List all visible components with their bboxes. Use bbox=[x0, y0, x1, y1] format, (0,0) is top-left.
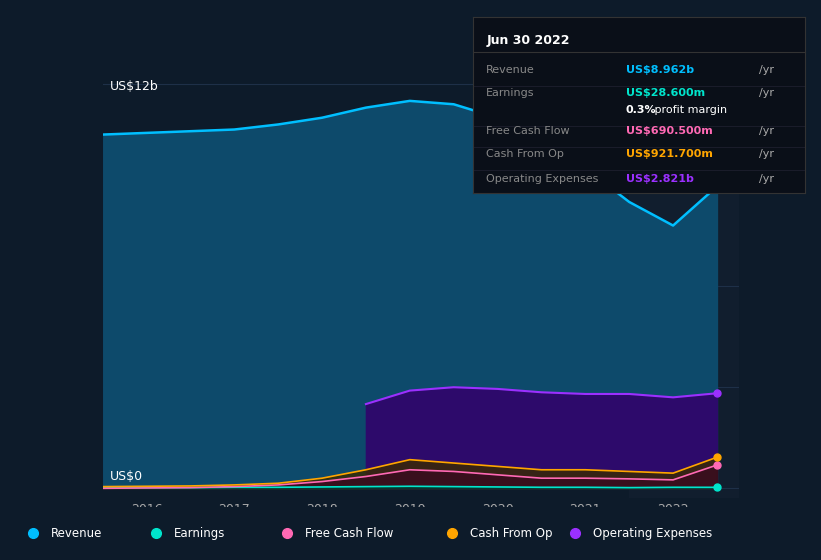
Text: Earnings: Earnings bbox=[174, 527, 226, 540]
Text: Revenue: Revenue bbox=[486, 65, 535, 74]
Text: US$0: US$0 bbox=[110, 470, 144, 483]
Text: Operating Expenses: Operating Expenses bbox=[486, 174, 599, 184]
Text: Free Cash Flow: Free Cash Flow bbox=[486, 127, 570, 137]
Text: US$8.962b: US$8.962b bbox=[626, 65, 694, 74]
Text: profit margin: profit margin bbox=[651, 105, 727, 115]
Text: Revenue: Revenue bbox=[51, 527, 103, 540]
Text: US$921.700m: US$921.700m bbox=[626, 150, 713, 160]
Text: US$690.500m: US$690.500m bbox=[626, 127, 713, 137]
Text: /yr: /yr bbox=[759, 88, 774, 97]
Text: /yr: /yr bbox=[759, 150, 774, 160]
Text: /yr: /yr bbox=[759, 65, 774, 74]
Text: Operating Expenses: Operating Expenses bbox=[593, 527, 712, 540]
Text: 0.3%: 0.3% bbox=[626, 105, 657, 115]
Text: Earnings: Earnings bbox=[486, 88, 534, 97]
Text: US$2.821b: US$2.821b bbox=[626, 174, 694, 184]
Text: Free Cash Flow: Free Cash Flow bbox=[305, 527, 394, 540]
Text: Jun 30 2022: Jun 30 2022 bbox=[486, 35, 570, 48]
Bar bbox=[629, 67, 739, 498]
Text: /yr: /yr bbox=[759, 174, 774, 184]
Text: US$28.600m: US$28.600m bbox=[626, 88, 705, 97]
Text: Cash From Op: Cash From Op bbox=[470, 527, 552, 540]
Text: US$12b: US$12b bbox=[110, 80, 159, 93]
Text: Cash From Op: Cash From Op bbox=[486, 150, 564, 160]
Text: /yr: /yr bbox=[759, 127, 774, 137]
